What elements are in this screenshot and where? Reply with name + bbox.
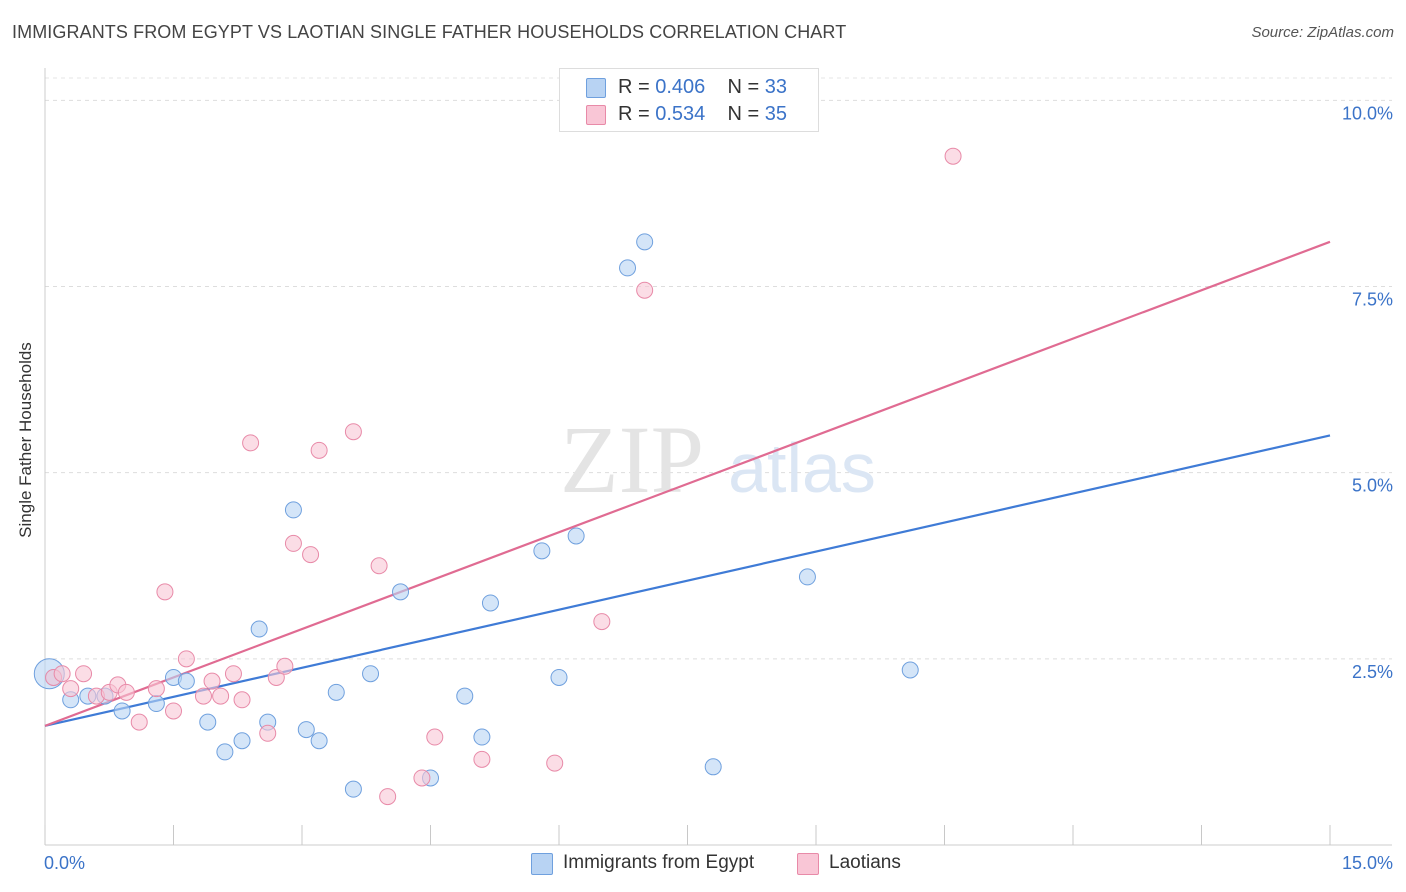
point-laotians [233,691,251,709]
legend-r-value-egypt: 0.406 [655,76,706,98]
point-laotians [147,680,165,698]
y-tick-label: 5.0% [1352,476,1393,496]
point-egypt [901,661,919,679]
legend-swatch-laotians [586,105,606,125]
bottom-legend-swatch-laotians [797,853,819,875]
point-laotians [636,281,654,299]
point-egypt [113,702,131,720]
point-laotians [130,713,148,731]
point-laotians [284,534,302,552]
point-egypt [284,501,302,519]
point-laotians [156,583,174,601]
point-egypt [533,542,551,560]
point-egypt [216,743,234,761]
point-egypt [481,594,499,612]
point-laotians [276,657,294,675]
point-egypt [704,758,722,776]
point-egypt [233,732,251,750]
y-axis-label: Single Father Households [16,342,35,538]
legend-swatch-egypt [586,78,606,98]
legend: R = 0.406 N = 33 R = 0.534 N = 35 [559,68,819,132]
point-laotians [53,665,71,683]
y-tick-label: 7.5% [1352,290,1393,310]
point-egypt [636,233,654,251]
point-egypt [147,695,165,713]
point-laotians [62,680,80,698]
point-laotians [302,546,320,564]
point-laotians [944,147,962,165]
point-egypt [473,728,491,746]
y-tick-labels: 2.5% 5.0% 7.5% 10.0% [1342,103,1393,681]
y-tick-label: 10.0% [1342,103,1393,123]
point-laotians [224,665,242,683]
point-laotians [75,665,93,683]
point-laotians [194,687,212,705]
point-laotians [426,728,444,746]
point-egypt [392,583,410,601]
bottom-legend-label-laotians: Laotians [829,852,901,873]
legend-n-label: N = [727,76,760,98]
point-laotians [379,788,397,806]
point-egypt [550,668,568,686]
x-tick-label-min: 0.0% [44,853,85,873]
point-egypt [297,721,315,739]
legend-n-label: N = [727,103,760,125]
point-egypt [362,665,380,683]
trend-line-egypt [44,434,1331,727]
points [33,147,962,806]
axes [44,68,1392,846]
point-laotians [177,650,195,668]
y-tick-label: 2.5% [1352,662,1393,682]
point-egypt [327,683,345,701]
legend-r-label: R = [618,76,650,98]
point-laotians [344,423,362,441]
point-laotians [546,754,564,772]
point-egypt [310,732,328,750]
point-laotians [117,683,135,701]
source-label: Source: ZipAtlas.com [1251,24,1394,41]
point-laotians [203,672,221,690]
point-egypt [798,568,816,586]
watermark-zip: ZIP [560,406,704,513]
point-laotians [165,702,182,720]
point-egypt [456,687,474,705]
gridlines [45,77,1392,660]
legend-r-label: R = [618,103,650,125]
legend-r-value-laotians: 0.534 [655,103,706,125]
watermark: ZIP atlas [560,406,876,513]
x-tick-label-max: 15.0% [1342,853,1393,873]
chart-title: IMMIGRANTS FROM EGYPT VS LAOTIAN SINGLE … [12,22,847,42]
point-egypt [177,672,195,690]
point-egypt [619,259,637,277]
point-egypt [199,713,217,731]
watermark-atlas: atlas [728,429,876,507]
point-laotians [310,441,328,459]
point-laotians [370,557,388,575]
point-laotians [259,724,277,742]
bottom-legend-label-egypt: Immigrants from Egypt [563,852,755,873]
point-laotians [593,613,611,631]
point-egypt [567,527,585,545]
legend-n-value-egypt: 33 [764,76,788,98]
point-egypt [250,620,268,638]
point-laotians [212,687,230,705]
point-laotians [473,750,491,768]
bottom-legend-swatch-egypt [531,853,553,875]
point-laotians [242,434,260,452]
point-laotians [267,668,285,686]
legend-n-value-laotians: 35 [764,103,788,125]
point-egypt [344,780,362,798]
trend-line-laotians [44,240,1331,727]
trend-lines [44,240,1331,727]
point-laotians [413,769,431,787]
